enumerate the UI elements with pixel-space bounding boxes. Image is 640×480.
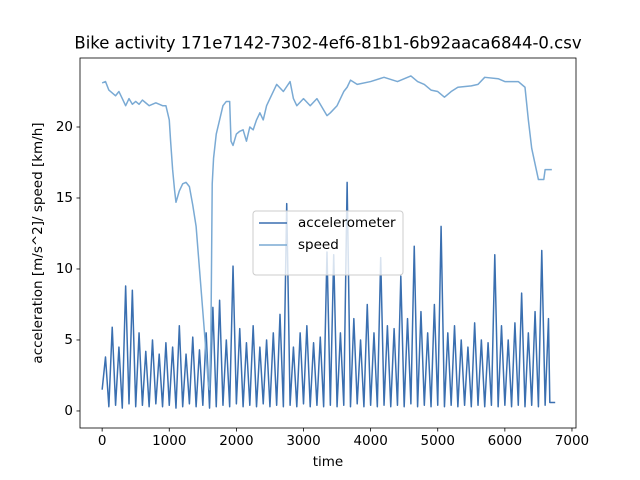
y-tick-label: 0 bbox=[64, 403, 73, 419]
legend-label: speed bbox=[298, 237, 339, 253]
legend-label: accelerometer bbox=[298, 215, 396, 231]
plot-frame bbox=[79, 57, 577, 429]
chart-title: Bike activity 171e7142-7302-4ef6-81b1-6b… bbox=[74, 34, 581, 53]
legend-box bbox=[252, 210, 404, 276]
x-tick-label: 7000 bbox=[555, 433, 589, 449]
data-line bbox=[101, 75, 552, 391]
x-tick-label: 2000 bbox=[219, 433, 253, 449]
y-tick-label: 5 bbox=[64, 332, 73, 348]
y-tick-label: 10 bbox=[56, 261, 73, 277]
data-line bbox=[101, 181, 556, 409]
x-axis-label: time bbox=[313, 454, 344, 470]
y-axis-label: acceleration [m/s^2]/ speed [km/h] bbox=[30, 122, 46, 363]
x-tick-label: 0 bbox=[98, 433, 107, 449]
x-tick-label: 5000 bbox=[421, 433, 455, 449]
x-tick-label: 1000 bbox=[152, 433, 186, 449]
x-tick-label: 6000 bbox=[488, 433, 522, 449]
y-tick-label: 20 bbox=[56, 119, 73, 135]
y-tick-label: 15 bbox=[56, 190, 73, 206]
x-tick-label: 4000 bbox=[353, 433, 387, 449]
x-tick-label: 3000 bbox=[286, 433, 320, 449]
